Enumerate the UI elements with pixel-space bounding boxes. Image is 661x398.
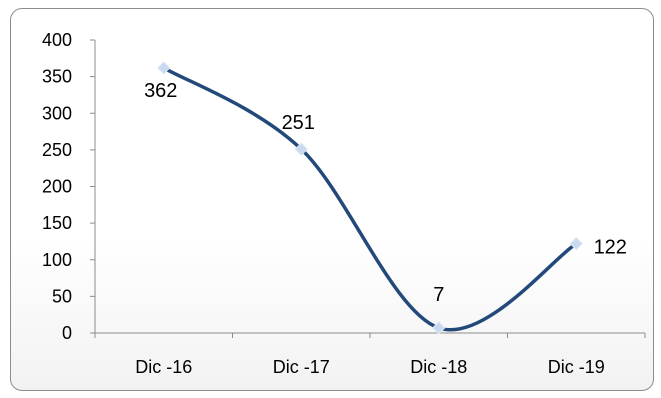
- y-tick-label: 400: [42, 30, 72, 50]
- series-group: [162, 66, 578, 332]
- x-axis-ticks: Dic -16 Dic -17 Dic -18 Dic -19: [94, 333, 646, 377]
- axes: [94, 40, 645, 334]
- data-label: 251: [282, 112, 315, 134]
- data-label: 122: [594, 237, 627, 259]
- data-label: 7: [433, 284, 444, 306]
- data-point-marker: [157, 61, 171, 75]
- markers-group: [157, 61, 583, 335]
- data-labels-group: 362 251 7 122: [144, 80, 627, 306]
- chart-frame: [10, 8, 654, 391]
- y-tick-label: 300: [42, 103, 72, 123]
- y-tick-label: 50: [52, 286, 72, 306]
- y-tick-label: 100: [42, 250, 72, 270]
- y-tick-label: 0: [62, 323, 72, 343]
- data-label: 362: [144, 80, 177, 102]
- y-axis-ticks: 0 50 100 150 200 250 300 350 400: [42, 30, 95, 343]
- x-tick-label: Dic -17: [273, 357, 330, 377]
- series-line: [162, 66, 578, 332]
- y-tick-label: 200: [42, 177, 72, 197]
- y-tick-label: 350: [42, 67, 72, 87]
- y-tick-label: 150: [42, 213, 72, 233]
- data-point-marker: [294, 142, 308, 156]
- data-point-marker: [569, 236, 583, 251]
- x-tick-label: Dic -18: [410, 357, 467, 377]
- y-tick-label: 250: [42, 140, 72, 160]
- data-point-marker: [432, 321, 446, 335]
- x-tick-label: Dic -16: [135, 357, 192, 377]
- x-tick-label: Dic -19: [548, 357, 605, 377]
